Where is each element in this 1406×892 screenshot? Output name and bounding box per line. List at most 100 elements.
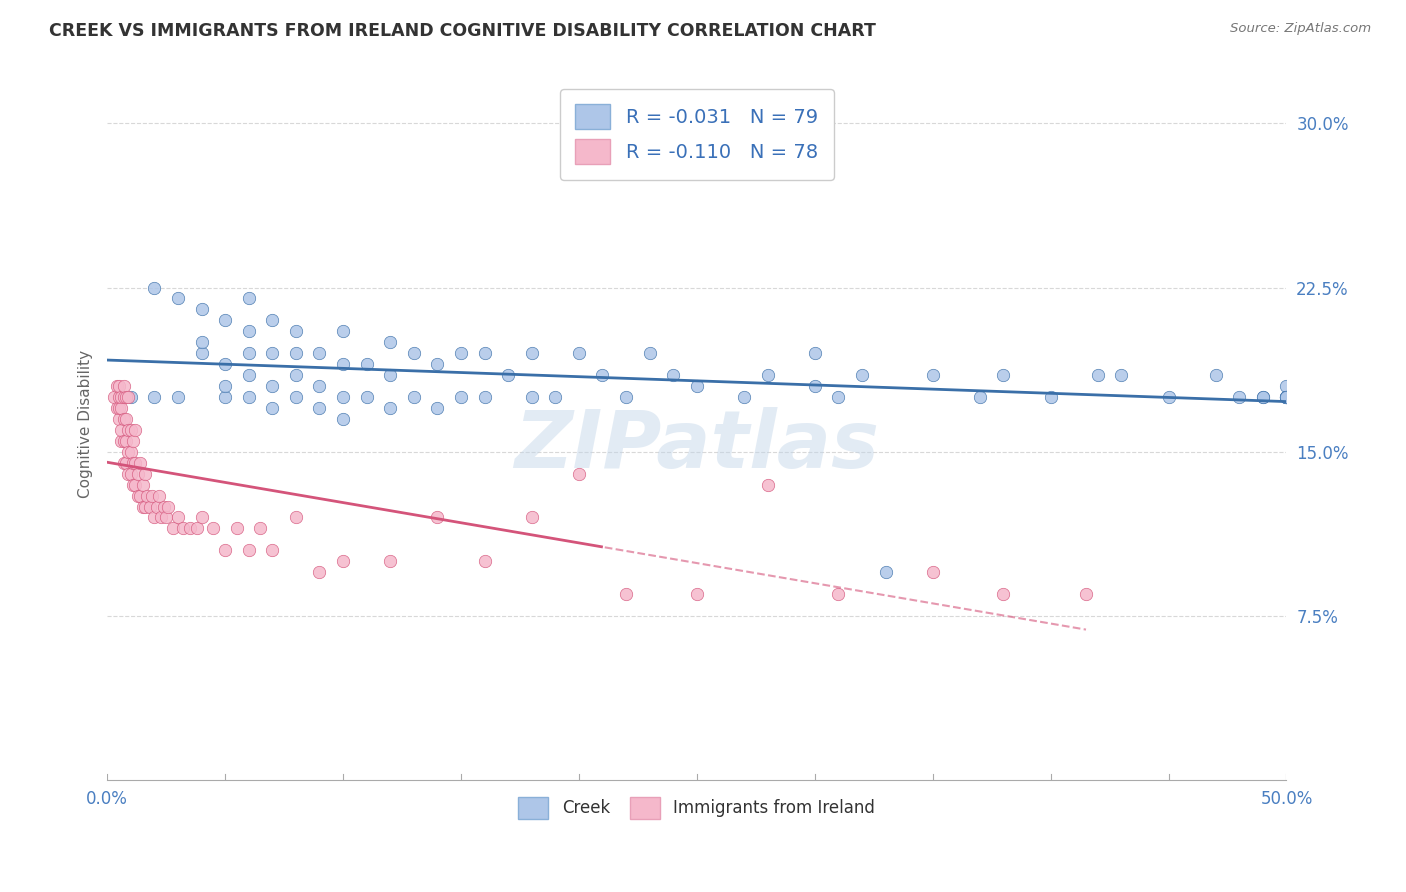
Point: [1275, 390, 1298, 404]
Point: [284, 510, 307, 524]
Point: [284, 390, 307, 404]
Legend: Creek, Immigrants from Ireland: Creek, Immigrants from Ireland: [512, 790, 882, 825]
Point: [1157, 390, 1180, 404]
Point: [450, 346, 472, 360]
Point: [134, 500, 156, 514]
Point: [356, 390, 378, 404]
Point: [921, 368, 943, 383]
Point: [214, 390, 236, 404]
Point: [1087, 368, 1109, 383]
Point: [150, 510, 173, 524]
Point: [238, 346, 260, 360]
Point: [124, 456, 146, 470]
Point: [167, 510, 190, 524]
Point: [284, 346, 307, 360]
Point: [1039, 390, 1062, 404]
Point: [356, 357, 378, 371]
Point: [136, 489, 159, 503]
Point: [110, 423, 132, 437]
Point: [568, 346, 591, 360]
Point: [474, 346, 496, 360]
Point: [179, 521, 201, 535]
Point: [129, 489, 152, 503]
Point: [875, 566, 897, 580]
Point: [172, 521, 194, 535]
Point: [332, 412, 354, 426]
Point: [141, 489, 163, 503]
Point: [108, 379, 131, 393]
Point: [380, 401, 402, 415]
Point: [124, 423, 146, 437]
Point: [262, 379, 284, 393]
Point: [591, 368, 613, 383]
Point: [803, 379, 825, 393]
Point: [152, 500, 174, 514]
Point: [120, 467, 142, 481]
Point: [122, 477, 145, 491]
Point: [238, 543, 260, 558]
Point: [122, 434, 145, 448]
Point: [186, 521, 208, 535]
Point: [756, 368, 779, 383]
Point: [827, 587, 849, 601]
Point: [520, 510, 543, 524]
Point: [117, 467, 139, 481]
Point: [155, 510, 177, 524]
Point: [129, 456, 152, 470]
Point: [124, 477, 146, 491]
Point: [249, 521, 271, 535]
Text: CREEK VS IMMIGRANTS FROM IRELAND COGNITIVE DISABILITY CORRELATION CHART: CREEK VS IMMIGRANTS FROM IRELAND COGNITI…: [49, 22, 876, 40]
Point: [426, 510, 449, 524]
Point: [827, 390, 849, 404]
Point: [308, 401, 330, 415]
Point: [284, 324, 307, 338]
Y-axis label: Cognitive Disability: Cognitive Disability: [79, 351, 93, 499]
Point: [332, 390, 354, 404]
Point: [131, 500, 153, 514]
Point: [110, 401, 132, 415]
Point: [1275, 390, 1298, 404]
Point: [380, 554, 402, 568]
Point: [120, 444, 142, 458]
Point: [756, 477, 779, 491]
Point: [190, 346, 212, 360]
Point: [122, 456, 145, 470]
Point: [380, 368, 402, 383]
Point: [332, 324, 354, 338]
Point: [614, 587, 637, 601]
Point: [167, 292, 190, 306]
Point: [1275, 379, 1298, 393]
Point: [921, 566, 943, 580]
Point: [380, 335, 402, 350]
Point: [332, 554, 354, 568]
Point: [190, 335, 212, 350]
Point: [115, 412, 138, 426]
Point: [686, 587, 709, 601]
Point: [262, 543, 284, 558]
Point: [1251, 390, 1274, 404]
Point: [112, 412, 135, 426]
Point: [143, 510, 166, 524]
Point: [134, 467, 156, 481]
Point: [103, 390, 125, 404]
Point: [225, 521, 247, 535]
Point: [238, 368, 260, 383]
Point: [112, 456, 135, 470]
Point: [308, 566, 330, 580]
Point: [127, 489, 149, 503]
Point: [262, 346, 284, 360]
Point: [162, 521, 184, 535]
Point: [1227, 390, 1250, 404]
Point: [145, 500, 167, 514]
Point: [402, 390, 425, 404]
Point: [496, 368, 519, 383]
Point: [662, 368, 685, 383]
Point: [402, 346, 425, 360]
Point: [993, 368, 1015, 383]
Point: [108, 401, 131, 415]
Point: [115, 390, 138, 404]
Point: [969, 390, 991, 404]
Point: [332, 357, 354, 371]
Point: [105, 379, 128, 393]
Point: [1205, 368, 1227, 383]
